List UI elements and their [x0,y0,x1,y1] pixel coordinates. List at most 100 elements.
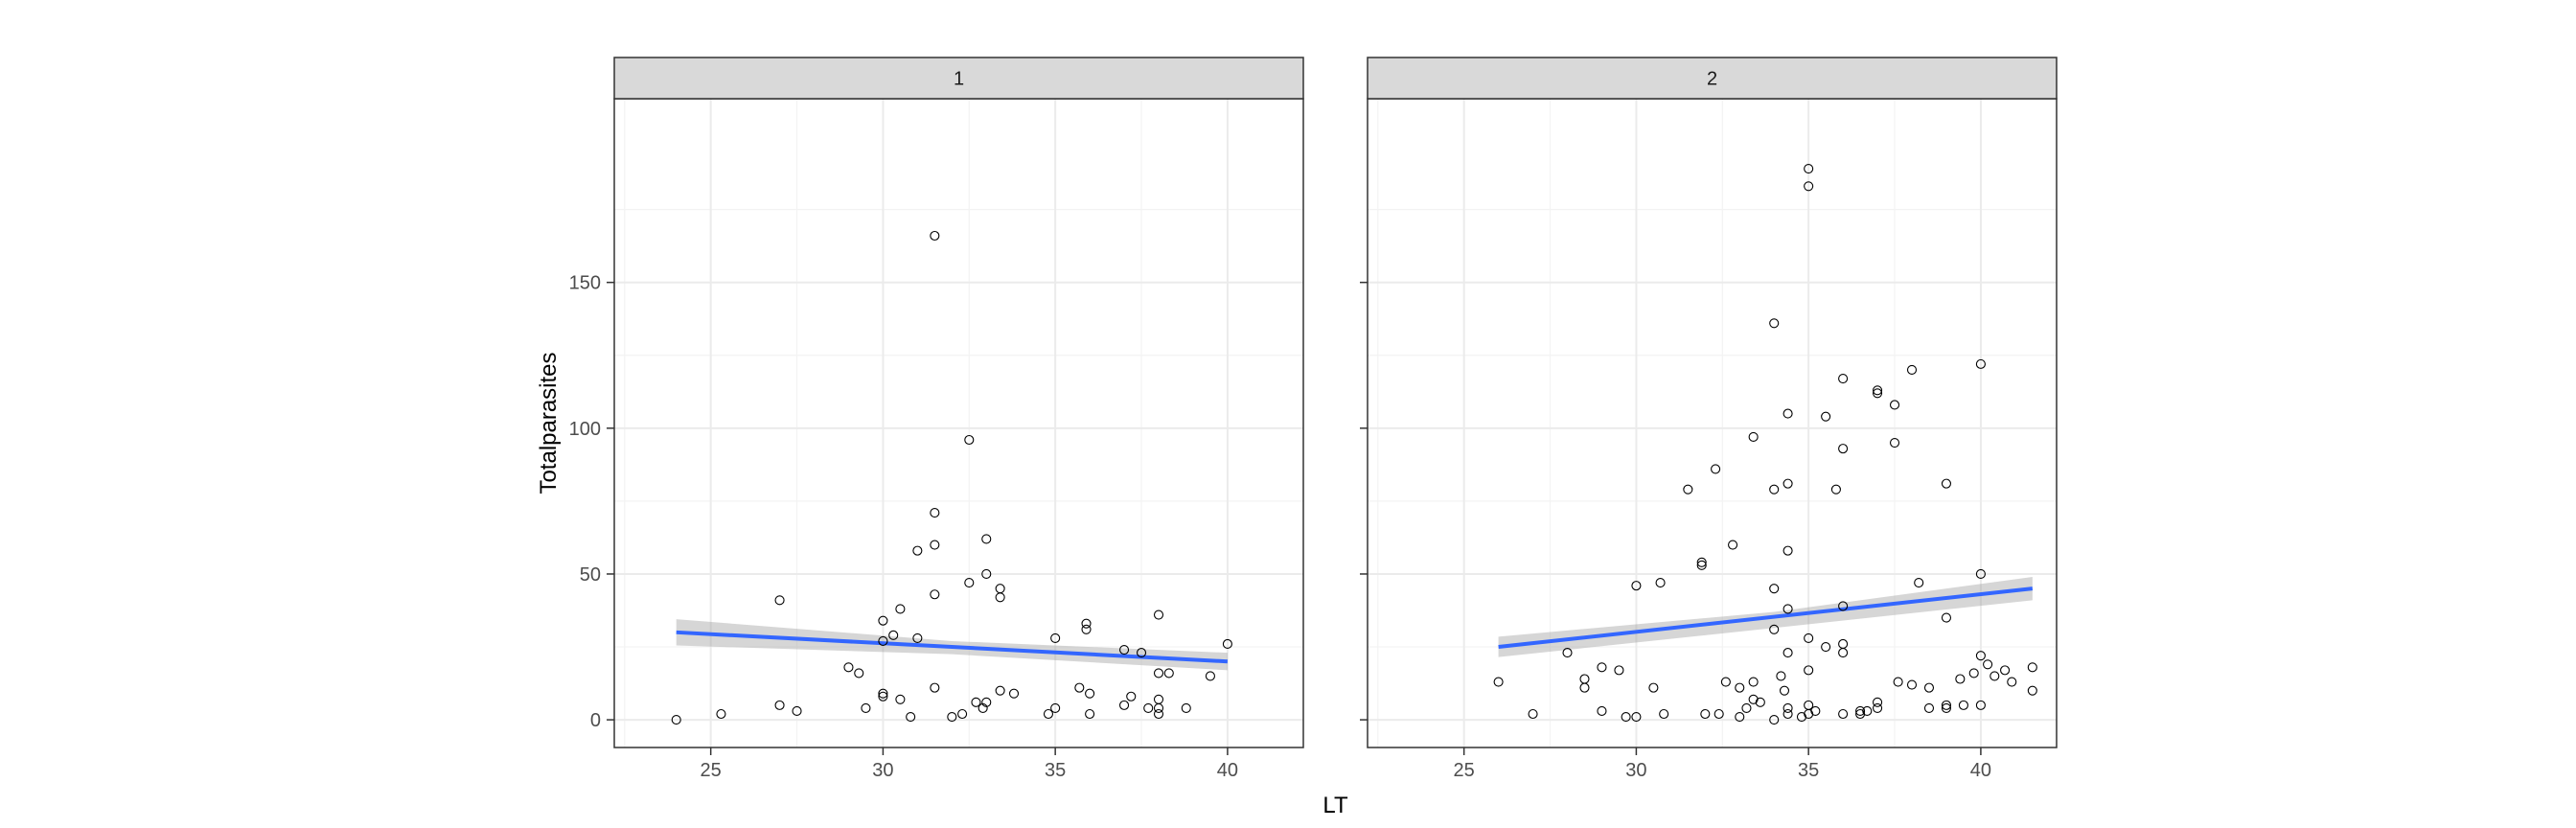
data-point [1126,691,1137,702]
data-point [1153,708,1164,720]
data-point [1659,708,1669,720]
data-point [1597,705,1607,717]
y-tick-label: 50 [580,564,601,586]
data-point [1889,400,1900,410]
data-point [1153,610,1164,620]
data-point [1655,578,1666,588]
y-axis-ticks: 0 50 100 150 [569,273,614,731]
data-point [1838,601,1849,611]
facet-panel-2: 2 25 30 35 40 [1360,57,2058,781]
x-axis-ticks: 25 30 35 40 [1454,748,1991,781]
panel-background [1368,99,2057,748]
x-axis-title: LT [1322,793,1348,818]
y-tick-label: 100 [569,419,601,440]
data-point [1941,478,1952,489]
data-point [1714,708,1724,720]
data-point [1748,694,1759,704]
data-point [1923,682,1935,693]
x-tick-label: 40 [1970,760,1991,781]
data-point [1769,624,1780,634]
data-point [1955,674,1966,684]
fit-line [676,630,1229,664]
data-point [1821,641,1831,653]
data-point [1683,484,1693,494]
data-point [878,688,888,699]
data-point [2000,665,2011,676]
data-point [1983,659,1993,670]
data-point [1043,708,1054,720]
data-point [1597,662,1607,673]
data-point [1728,540,1738,550]
data-point [1941,700,1952,710]
data-point [1873,388,1883,399]
data-point [1923,702,1935,713]
x-tick-label: 40 [1217,760,1238,781]
y-tick-label: 150 [569,273,601,294]
data-point [1975,700,1986,710]
data-point [1181,702,1191,713]
data-point [878,691,888,702]
data-point [1711,464,1721,474]
data-point [995,685,1005,696]
x-tick-label: 35 [1798,760,1819,781]
data-point [1720,677,1731,687]
data-point [981,697,992,707]
data-point [981,568,992,580]
x-axis-ticks: 25 30 35 40 [701,748,1238,781]
data-point [1975,358,1986,369]
data-point [1085,708,1095,720]
x-tick-label: 25 [1454,760,1475,781]
data-point [1782,545,1793,556]
data-point [1782,604,1793,614]
data-point [1769,318,1780,329]
grid-lines [614,99,1303,748]
data-point [1804,632,1814,643]
data-point [1769,484,1780,494]
data-point [1735,682,1745,693]
data-point [906,712,916,723]
data-point [1941,612,1952,623]
data-point [1631,712,1642,723]
data-point [1631,581,1642,591]
data-point [912,632,923,643]
data-point [981,534,992,544]
data-point [774,595,785,606]
data-point [1696,560,1707,570]
data-point [1830,484,1841,494]
data-point [878,635,888,646]
data-point [1889,437,1900,448]
grid-lines [1368,99,2057,748]
data-point [1153,668,1164,678]
data-point [1968,668,1979,678]
data-point [861,702,871,713]
scatter-points [671,230,1232,725]
data-point [1769,715,1780,725]
panel-background [614,99,1303,748]
data-point [1804,665,1814,676]
facet-strip [1367,57,2058,100]
data-point [1008,688,1020,699]
data-point [888,630,899,640]
data-point [1081,618,1092,629]
data-point [1873,697,1883,707]
data-point [878,615,888,626]
data-point [1614,665,1624,676]
data-point [1136,648,1147,658]
data-point [1081,624,1092,634]
data-point [1528,708,1538,720]
data-point [2027,662,2037,673]
data-point [1621,712,1631,723]
data-point [1119,645,1130,656]
x-tick-label: 25 [701,760,722,781]
data-point [2007,677,2017,687]
data-point [1873,385,1883,396]
data-point [978,702,988,713]
data-point [774,700,785,710]
data-point [1153,702,1164,713]
data-point [957,708,968,720]
data-point [971,697,981,707]
facet-strip-label: 1 [954,69,964,90]
data-point [1205,671,1215,681]
y-axis-title: Totalparasites [536,352,562,494]
